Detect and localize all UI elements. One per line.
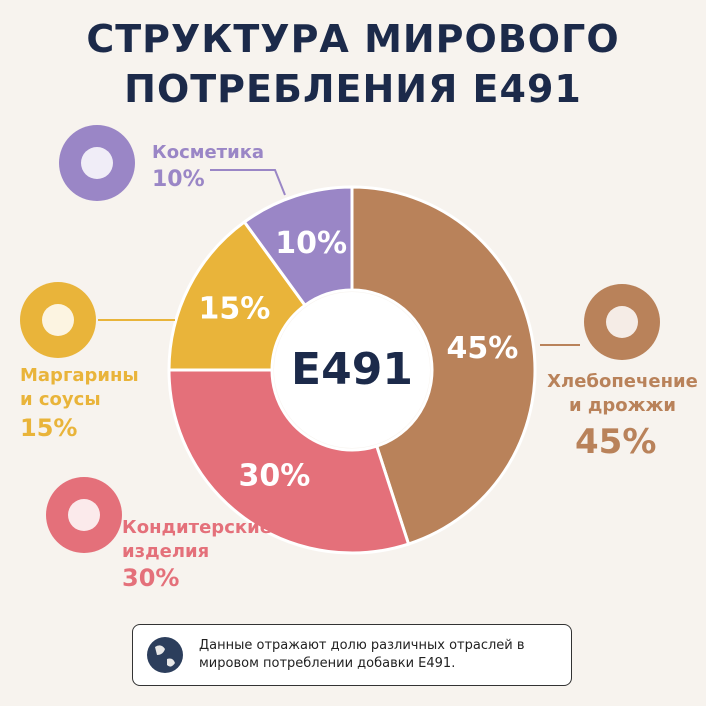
category-label: Кондитерские изделия (122, 517, 272, 562)
donut-slice (350, 185, 537, 546)
category-label: Хлебопечение и дрожжи (547, 371, 698, 416)
category-label: Маргарины и соусы (20, 365, 139, 410)
slice-label: 15% (198, 292, 270, 327)
donut-hole (274, 292, 430, 448)
note-box: Данные отражают долю различных отраслей … (132, 624, 572, 686)
slice-label: 30% (239, 458, 311, 493)
globe-icon (147, 637, 183, 673)
category-icon-detail (81, 147, 113, 179)
donut-slice (242, 185, 354, 308)
slice-label: 10% (275, 226, 347, 261)
category-value: 30% (122, 564, 180, 592)
category-icon-detail (42, 304, 74, 336)
category-label: Косметика (152, 142, 265, 163)
category-value: 45% (575, 422, 657, 462)
donut-slice (167, 368, 411, 555)
note: Данные отражают долю различных отраслей … (199, 638, 525, 671)
connector (210, 169, 286, 196)
center-label: E491 (291, 344, 413, 395)
category-icon-detail (68, 499, 100, 531)
slice-label: 45% (446, 331, 518, 366)
category-icon-detail (606, 306, 638, 338)
category-value: 10% (152, 167, 205, 192)
chart-title: СТРУКТУРА МИРОВОГО ПОТРЕБЛЕНИЯ E491 (86, 17, 620, 111)
category-value: 15% (20, 414, 78, 442)
